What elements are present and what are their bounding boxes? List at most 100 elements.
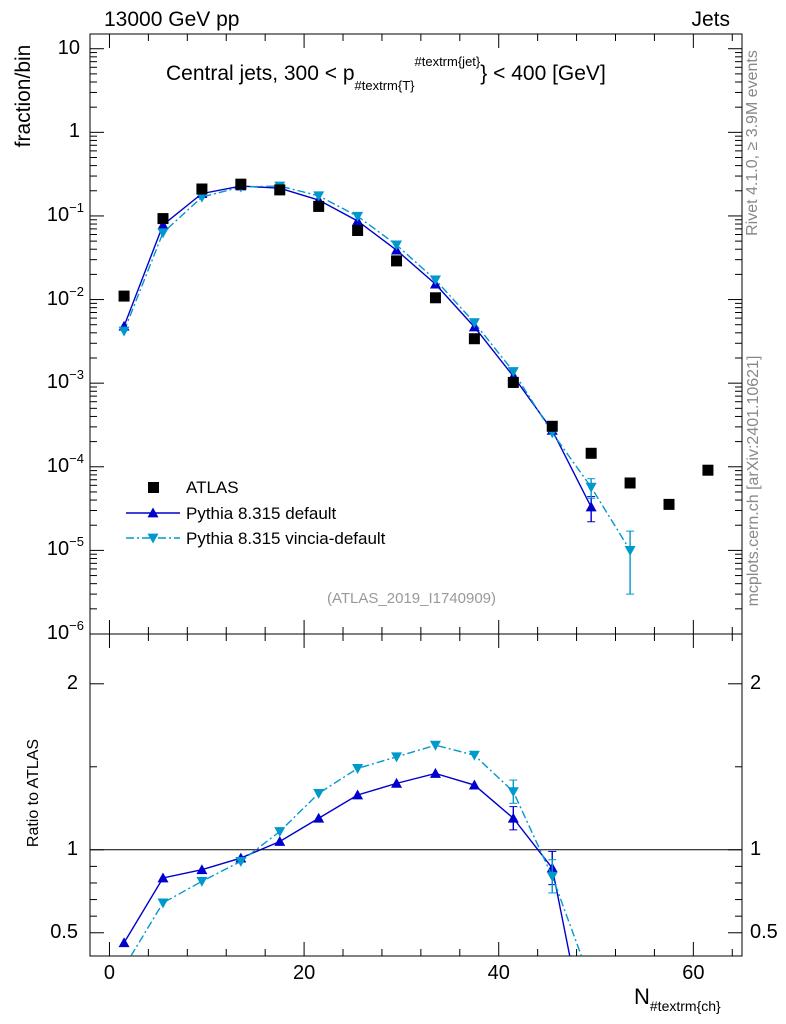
main-y-tick-label: 10	[57, 36, 80, 59]
analysis-watermark: (ATLAS_2019_I1740909)	[327, 590, 497, 607]
series-line-pythia-vincia	[123, 185, 631, 551]
marker-atlas	[624, 477, 636, 489]
ratio-marker-pythia-vincia	[468, 750, 480, 761]
plot-title-sub: #textrm{T}	[354, 78, 415, 93]
marker-pythia-vincia	[468, 318, 480, 329]
ratio-line-pythia-vincia	[130, 744, 583, 956]
ratio-marker-pythia-default	[429, 767, 441, 778]
ratio-y-tick-label-right: 2	[750, 671, 762, 694]
main-y-tick-label: 10−2	[46, 283, 84, 310]
main-y-tick-exponent: −1	[69, 199, 84, 215]
marker-pythia-vincia	[196, 192, 208, 203]
main-y-tick-exponent: −5	[69, 534, 84, 550]
marker-pythia-vincia	[157, 228, 169, 239]
ratio-marker-pythia-vincia	[235, 856, 247, 867]
main-y-tick-label: 10−1	[46, 199, 84, 226]
legend-entry-pythia-vincia: Pythia 8.315 vincia-default	[186, 529, 386, 548]
ratio-marker-pythia-vincia	[157, 898, 169, 909]
marker-pythia-vincia	[507, 367, 519, 377]
ratio-marker-pythia-vincia	[546, 871, 558, 882]
marker-pythia-default	[585, 501, 597, 512]
main-y-tick-exponent: −6	[69, 618, 84, 633]
x-tick-label: 0	[103, 962, 116, 984]
ratio-marker-pythia-default	[274, 835, 286, 846]
marker-atlas	[391, 255, 403, 267]
marker-pythia-default	[157, 219, 169, 230]
marker-pythia-vincia	[352, 211, 364, 222]
ratio-frame-rect	[89, 633, 743, 957]
ratio-panel-frame	[89, 633, 743, 957]
legend-entry-pythia-default: Pythia 8.315 default	[186, 504, 337, 523]
ratio-marker-pythia-default	[391, 777, 403, 788]
ratio-line-pythia-default	[123, 772, 571, 956]
main-y-tick-label: 10−3	[46, 367, 84, 394]
ratio-axis-ticks	[90, 634, 742, 956]
mcplots-side-label: mcplots.cern.ch [arXiv:2401.10621]	[745, 355, 762, 607]
marker-atlas	[702, 464, 714, 476]
main-y-tick-label: 10−4	[46, 450, 84, 477]
marker-pythia-vincia	[391, 240, 403, 251]
x-axis-label-main: N	[634, 984, 650, 1009]
ratio-marker-pythia-default	[468, 779, 480, 790]
header-left-label: 13000 GeV pp	[104, 8, 240, 31]
main-y-tick-exponent: −2	[69, 283, 84, 299]
main-y-tick-label: 1	[68, 120, 80, 143]
ratio-y-tick-label-left: 0.5	[50, 920, 78, 943]
marker-pythia-vincia	[118, 326, 130, 337]
marker-atlas	[118, 290, 130, 302]
plot-title: Central jets, 300 < p#textrm{T} #textrm{j…	[166, 54, 606, 93]
ratio-y-tick-label-right: 1	[750, 837, 762, 860]
ratio-marker-pythia-vincia	[391, 752, 403, 763]
marker-pythia-vincia	[585, 482, 597, 493]
ratio-marker-pythia-default	[352, 789, 364, 800]
legend-marker-pythia-default	[147, 507, 159, 518]
marker-atlas	[429, 292, 441, 304]
legend-marks	[126, 482, 180, 544]
ratio-series-group	[90, 740, 742, 956]
ratio-marker-pythia-vincia	[352, 764, 364, 774]
x-tick-label: 20	[292, 962, 316, 984]
main-y-tick-exponent: −3	[69, 367, 84, 383]
ratio-marker-pythia-default	[313, 812, 325, 823]
legend-marker-atlas	[148, 482, 159, 493]
plot-title-main: Central jets, 300 < p	[166, 62, 355, 85]
marker-atlas	[313, 200, 325, 212]
marker-atlas	[468, 333, 480, 345]
main-axis-ticks	[90, 34, 742, 635]
ratio-y-tick-label-right: 0.5	[750, 920, 778, 943]
ratio-marker-pythia-vincia	[507, 787, 519, 798]
marker-atlas	[157, 213, 169, 225]
x-tick-label: 40	[487, 962, 510, 984]
marker-atlas	[585, 447, 597, 459]
ratio-marker-pythia-default	[157, 872, 169, 883]
plot-title-sup: #textrm{jet}	[414, 54, 481, 69]
marker-pythia-vincia	[313, 191, 325, 202]
ratio-clipped-group	[118, 740, 583, 956]
ratio-y-tick-label-left: 2	[66, 671, 78, 694]
x-tick-label: 60	[682, 962, 705, 984]
marker-pythia-vincia	[624, 545, 636, 556]
marker-atlas	[235, 178, 247, 190]
marker-pythia-vincia	[429, 275, 441, 286]
header-right-label: Jets	[691, 8, 730, 31]
x-axis-label-sub: #textrm{ch}	[649, 998, 721, 1014]
legend-marker-pythia-vincia	[147, 533, 159, 544]
ratio-marker-pythia-vincia	[313, 788, 325, 799]
marker-atlas	[196, 183, 208, 195]
ratio-marker-pythia-vincia	[274, 827, 286, 838]
main-y-tick-label: 10−6	[46, 618, 84, 644]
ratio-marker-pythia-default	[196, 864, 208, 875]
x-axis-label: N#textrm{ch}	[634, 984, 721, 1014]
marker-atlas	[507, 376, 519, 388]
marker-atlas	[546, 420, 558, 432]
rivet-side-label: Rivet 4.1.0, ≥ 3.9M events	[744, 50, 761, 236]
marker-atlas	[274, 184, 286, 196]
legend-entry-atlas: ATLAS	[186, 478, 239, 497]
main-y-tick-exponent: −4	[69, 450, 84, 466]
ratio-marker-pythia-default	[118, 937, 130, 948]
main-series-group	[118, 178, 714, 595]
marker-atlas	[352, 224, 364, 236]
plot-title-tail: } < 400 [GeV]	[480, 62, 606, 85]
ratio-marker-pythia-vincia	[196, 876, 208, 887]
